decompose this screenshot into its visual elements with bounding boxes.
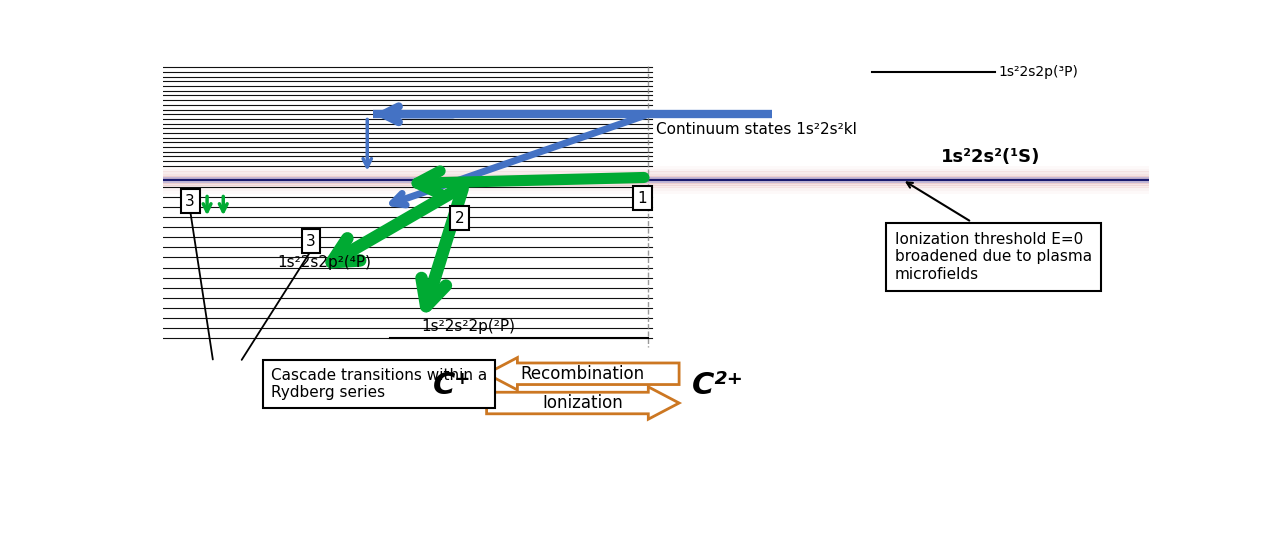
Text: C⁺: C⁺ <box>433 371 471 400</box>
Text: 1s²2s2p(³P): 1s²2s2p(³P) <box>998 65 1079 79</box>
Polygon shape <box>486 387 680 419</box>
Text: 3: 3 <box>186 194 195 209</box>
Text: Recombination: Recombination <box>521 365 645 383</box>
Text: C²⁺: C²⁺ <box>691 371 744 400</box>
Text: Cascade transitions within a
Rydberg series: Cascade transitions within a Rydberg ser… <box>271 368 488 400</box>
Polygon shape <box>486 358 680 390</box>
Text: Ionization threshold E=0
broadened due to plasma
microfields: Ionization threshold E=0 broadened due t… <box>895 232 1092 282</box>
Text: 1: 1 <box>637 191 646 206</box>
Text: 3: 3 <box>306 234 316 249</box>
Text: 1s²2s²2p(²P): 1s²2s²2p(²P) <box>421 319 515 334</box>
Text: Continuum states 1s²2s²kl: Continuum states 1s²2s²kl <box>657 122 856 137</box>
Text: 1s²2s2p²(⁴P): 1s²2s2p²(⁴P) <box>278 255 371 270</box>
Text: 1s²2s²(¹S): 1s²2s²(¹S) <box>941 147 1041 165</box>
Text: Ionization: Ionization <box>543 394 623 412</box>
Text: 2: 2 <box>454 211 465 226</box>
